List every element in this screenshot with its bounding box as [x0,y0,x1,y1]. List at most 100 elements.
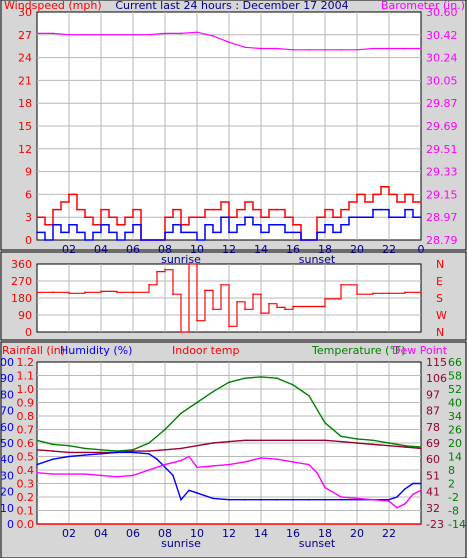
y-axis-label: Windspeed (mph) [4,0,102,12]
data-point [372,498,374,501]
data-point [244,461,246,463]
data-point [276,498,278,501]
y-tick-label: 21 [18,74,32,87]
y2-tick-label: -8 [448,505,459,518]
data-point [44,239,46,241]
data-point [228,325,230,328]
data-point [164,268,166,271]
y-tick-label: 0.7 [17,424,35,437]
y2-tick-label: -14 [448,518,466,531]
y2-tick-label: E [436,275,443,288]
data-point [340,283,342,286]
data-point [164,428,166,431]
data-point [356,48,358,51]
data-point [148,239,150,241]
data-point [180,231,182,234]
data-point [340,48,342,51]
data-point [84,239,86,241]
data-point [420,489,422,492]
data-point [68,224,70,226]
annotation-label: sunrise [161,253,201,266]
data-point [316,231,318,234]
x-tick-label: 18 [318,243,332,256]
data-point [412,482,414,485]
x-tick-label: 08 [158,527,172,540]
x-tick-label: 22 [382,527,396,540]
data-point [108,231,110,234]
data-point [420,201,422,203]
y2-tick-label: 2 [448,478,455,491]
y2-tick-label: 28.97 [426,211,458,224]
data-point [276,306,278,309]
data-point [116,450,118,452]
data-point [292,384,294,386]
data-point [396,507,398,509]
y-tick-label: 0.8 [17,410,35,423]
data-point [372,208,374,211]
data-point [148,283,150,286]
data-point [124,216,126,218]
y2-tick-label: 78 [426,421,440,434]
data-point [412,216,414,218]
y2-tick-label: 40 [448,397,462,410]
y2-tick-label: 58 [448,370,462,383]
data-point [228,41,230,44]
data-point [404,502,406,505]
data-point [420,47,422,50]
x-tick-label: 14 [254,243,268,256]
data-point [372,439,374,442]
data-point [212,442,214,444]
data-point [420,523,422,525]
x-tick-label: 04 [94,527,108,540]
data-point [100,33,102,36]
data-point [100,448,102,451]
data-point [68,455,70,458]
y2-tick-label: 20 [448,437,462,450]
y2-tick-label: 41 [426,486,440,499]
data-point [220,216,222,218]
data-point [308,439,310,442]
data-point [100,224,102,226]
y-tick-label: 0 [7,518,14,531]
data-point [340,498,342,501]
y2-tick-label: 115 [426,356,447,369]
data-point [132,474,134,477]
data-point [292,439,294,442]
data-point [260,457,262,459]
x-tick-label: 12 [222,243,236,256]
data-point [300,239,302,241]
x-tick-label: 06 [126,527,140,540]
data-point [148,450,150,452]
y-tick-label: 15 [18,120,32,133]
annotation-label: sunset [299,537,336,550]
data-point [316,305,318,308]
data-point [268,208,270,211]
data-point [100,451,102,454]
data-point [212,390,214,393]
data-point [164,448,166,451]
data-point [100,208,102,211]
data-point [92,231,94,234]
data-point [276,224,278,226]
y-tick-label: 60 [0,421,14,434]
data-point [236,224,238,226]
y-tick-label: 180 [11,292,32,305]
y2-tick-label: 97 [426,388,440,401]
y-axis-label: Rainfall (in) [2,344,65,357]
data-point [164,216,166,218]
series-line [37,208,421,241]
data-point [236,208,238,211]
data-point [100,474,102,477]
data-point [324,48,326,51]
data-point [324,439,326,442]
y-tick-label: 1.0 [17,383,35,396]
data-point [356,216,358,218]
annotation-label: sunset [299,253,336,266]
data-point [340,496,342,498]
data-point [420,447,422,450]
y2-tick-label: 52 [448,383,462,396]
data-point [316,216,318,218]
data-point [180,447,182,450]
data-point [148,442,150,444]
